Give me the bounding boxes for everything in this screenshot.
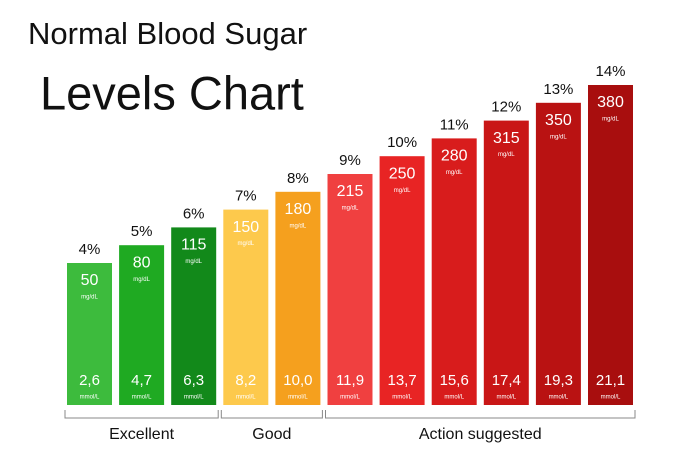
mg-unit: mg/dL bbox=[550, 134, 567, 140]
mg-value: 115 bbox=[181, 237, 207, 254]
value-label: 8% bbox=[287, 170, 309, 187]
chart-subtitle: Levels Chart bbox=[40, 66, 304, 119]
mmol-unit: mmol/L bbox=[549, 395, 569, 401]
mmol-value: 6,3 bbox=[183, 372, 204, 389]
bar bbox=[171, 227, 217, 405]
bar bbox=[67, 263, 112, 405]
mg-unit: mg/dL bbox=[602, 117, 619, 123]
mmol-value: 17,4 bbox=[492, 372, 521, 389]
value-label: 7% bbox=[235, 188, 257, 205]
mg-value: 250 bbox=[389, 165, 416, 182]
bar bbox=[275, 191, 321, 405]
mmol-value: 4,7 bbox=[131, 372, 152, 389]
value-label: 9% bbox=[339, 152, 361, 169]
mg-value: 315 bbox=[493, 130, 520, 147]
chart-title: Normal Blood Sugar bbox=[28, 16, 307, 51]
value-label: 10% bbox=[387, 134, 417, 151]
mg-unit: mg/dL bbox=[237, 241, 254, 247]
value-label: 12% bbox=[491, 99, 521, 116]
group-bracket bbox=[220, 410, 323, 419]
bar bbox=[119, 245, 165, 405]
mg-value: 380 bbox=[597, 94, 624, 111]
mmol-unit: mmol/L bbox=[236, 395, 256, 401]
value-label: 13% bbox=[543, 81, 573, 98]
mg-value: 280 bbox=[441, 148, 468, 165]
mmol-value: 21,1 bbox=[596, 372, 625, 389]
group-label: Action suggested bbox=[419, 426, 542, 443]
mmol-value: 13,7 bbox=[387, 372, 416, 389]
mmol-value: 11,9 bbox=[336, 372, 364, 389]
value-label: 11% bbox=[440, 116, 469, 133]
mg-value: 150 bbox=[232, 219, 259, 236]
mmol-unit: mmol/L bbox=[496, 395, 516, 401]
mg-value: 350 bbox=[545, 112, 572, 129]
group-label: Good bbox=[252, 426, 291, 443]
group-bracket bbox=[64, 410, 219, 419]
mg-unit: mg/dL bbox=[185, 259, 202, 265]
mmol-unit: mmol/L bbox=[392, 395, 412, 401]
mmol-unit: mmol/L bbox=[444, 395, 464, 401]
mg-value: 215 bbox=[337, 183, 364, 200]
group-bracket bbox=[325, 410, 636, 419]
mmol-unit: mmol/L bbox=[184, 395, 204, 401]
mmol-unit: mmol/L bbox=[601, 395, 621, 401]
mg-value: 180 bbox=[285, 201, 312, 218]
mmol-value: 10,0 bbox=[283, 372, 312, 389]
value-label: 14% bbox=[595, 63, 625, 80]
mg-value: 80 bbox=[133, 254, 151, 271]
mg-unit: mg/dL bbox=[394, 188, 411, 194]
bar bbox=[379, 156, 425, 405]
group-label: Excellent bbox=[109, 426, 174, 443]
mg-unit: mg/dL bbox=[498, 152, 515, 158]
mg-value: 50 bbox=[81, 272, 99, 289]
bar bbox=[327, 174, 373, 405]
value-label: 6% bbox=[183, 205, 205, 222]
bar bbox=[431, 138, 477, 405]
mg-unit: mg/dL bbox=[133, 277, 150, 283]
bar bbox=[483, 120, 529, 405]
mmol-value: 2,6 bbox=[79, 372, 100, 389]
mg-unit: mg/dL bbox=[290, 223, 307, 229]
mmol-value: 19,3 bbox=[544, 372, 573, 389]
bar bbox=[535, 102, 581, 406]
mg-unit: mg/dL bbox=[81, 295, 98, 301]
bar bbox=[223, 209, 269, 405]
mmol-value: 8,2 bbox=[235, 372, 256, 389]
mg-unit: mg/dL bbox=[342, 206, 359, 212]
mmol-unit: mmol/L bbox=[132, 395, 152, 401]
mmol-unit: mmol/L bbox=[288, 395, 308, 401]
mmol-unit: mmol/L bbox=[80, 395, 100, 401]
value-label: 5% bbox=[131, 223, 153, 240]
mmol-value: 15,6 bbox=[440, 372, 469, 389]
value-label: 4% bbox=[79, 241, 101, 258]
bar bbox=[588, 85, 633, 405]
mg-unit: mg/dL bbox=[446, 170, 463, 176]
mmol-unit: mmol/L bbox=[340, 395, 360, 401]
